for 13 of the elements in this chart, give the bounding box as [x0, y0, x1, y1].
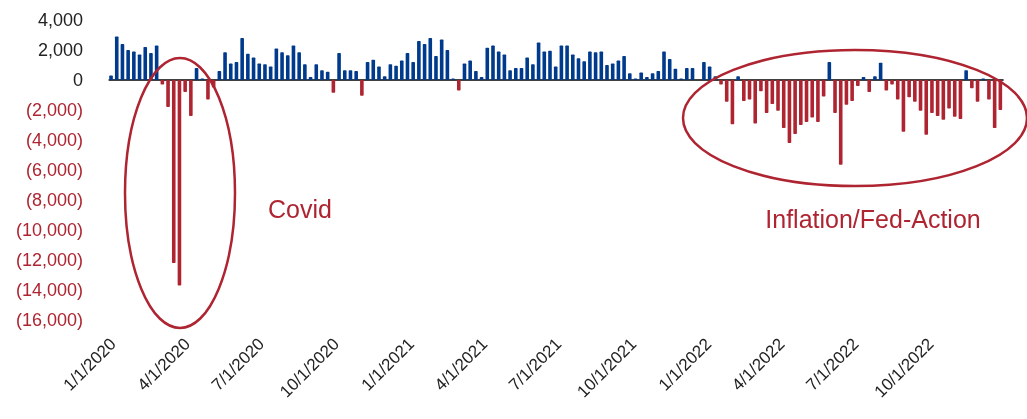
annotation: Covid: [268, 195, 332, 223]
y-tick-label: (10,000): [15, 220, 83, 241]
y-tick-label: (2,000): [25, 100, 83, 121]
y-tick-label: (8,000): [25, 190, 83, 211]
y-tick-label: 0: [72, 70, 83, 91]
y-tick-label: (6,000): [25, 160, 83, 181]
y-tick-label: 4,000: [37, 10, 83, 31]
y-tick-label: (4,000): [25, 130, 83, 151]
annotation: Inflation/Fed-Action: [765, 205, 981, 233]
y-tick-label: (16,000): [15, 310, 83, 331]
y-tick-label: 2,000: [37, 40, 83, 61]
y-tick-label: (14,000): [15, 280, 83, 301]
y-tick-label: (12,000): [15, 250, 83, 271]
